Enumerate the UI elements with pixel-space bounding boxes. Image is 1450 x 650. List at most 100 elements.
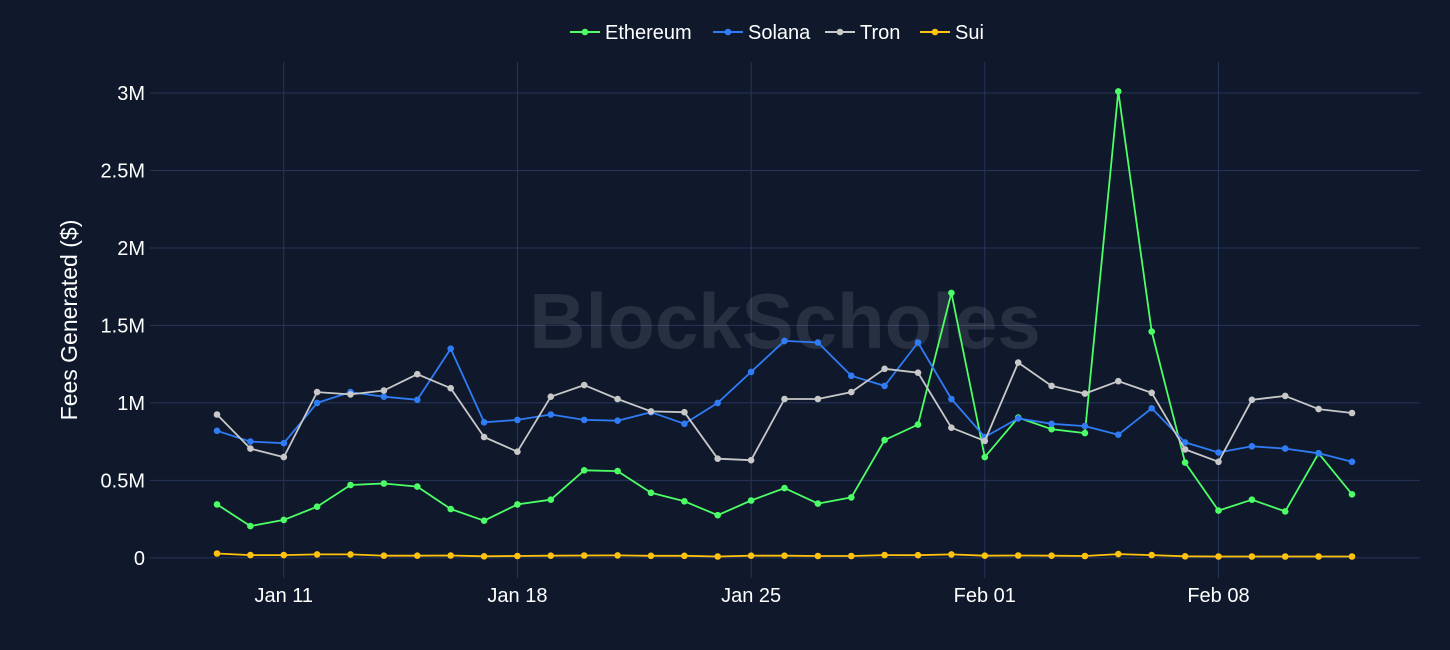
data-point-sui[interactable] (1215, 553, 1222, 560)
data-point-solana[interactable] (280, 439, 288, 447)
data-point-ethereum[interactable] (514, 501, 521, 508)
data-point-solana[interactable] (380, 393, 388, 401)
data-point-sui[interactable] (681, 552, 688, 560)
data-point-sui[interactable] (948, 551, 955, 558)
data-point-tron[interactable] (380, 387, 388, 394)
data-point-ethereum[interactable] (480, 517, 488, 524)
data-point-ethereum[interactable] (313, 503, 321, 511)
data-point-ethereum[interactable] (848, 494, 855, 501)
data-point-ethereum[interactable] (213, 501, 221, 508)
data-point-solana[interactable] (247, 438, 254, 445)
data-point-sui[interactable] (848, 552, 855, 560)
data-point-solana[interactable] (1081, 422, 1089, 430)
data-point-ethereum[interactable] (948, 289, 955, 297)
data-point-sui[interactable] (747, 552, 755, 559)
data-point-sui[interactable] (881, 551, 888, 559)
data-point-tron[interactable] (313, 388, 321, 396)
data-point-ethereum[interactable] (1115, 88, 1122, 95)
data-point-solana[interactable] (580, 416, 588, 424)
data-point-solana[interactable] (747, 368, 755, 376)
data-point-ethereum[interactable] (714, 511, 721, 519)
data-point-ethereum[interactable] (447, 505, 455, 513)
data-point-tron[interactable] (914, 369, 922, 377)
data-point-tron[interactable] (614, 395, 621, 403)
data-point-tron[interactable] (1181, 446, 1189, 453)
data-point-solana[interactable] (914, 339, 922, 346)
data-point-ethereum[interactable] (814, 500, 822, 507)
data-point-ethereum[interactable] (1181, 459, 1189, 466)
data-point-solana[interactable] (313, 399, 321, 407)
data-point-sui[interactable] (247, 551, 254, 559)
legend[interactable]: Ethereum Solana Tron Sui (570, 22, 984, 44)
data-point-tron[interactable] (1148, 389, 1155, 397)
data-point-tron[interactable] (981, 437, 989, 445)
data-point-sui[interactable] (1348, 553, 1356, 560)
data-point-tron[interactable] (480, 433, 488, 441)
data-point-sui[interactable] (514, 552, 521, 560)
data-point-ethereum[interactable] (280, 516, 288, 524)
data-point-solana[interactable] (480, 419, 488, 426)
data-point-sui[interactable] (447, 552, 455, 559)
data-point-solana[interactable] (681, 420, 688, 428)
data-point-ethereum[interactable] (247, 522, 254, 530)
data-point-tron[interactable] (1215, 458, 1222, 466)
data-point-solana[interactable] (1048, 420, 1055, 428)
data-point-tron[interactable] (647, 408, 655, 415)
data-point-ethereum[interactable] (614, 467, 621, 475)
data-point-ethereum[interactable] (647, 489, 655, 497)
data-point-sui[interactable] (1148, 551, 1155, 559)
data-point-sui[interactable] (280, 551, 288, 559)
data-point-tron[interactable] (1348, 409, 1356, 417)
data-point-sui[interactable] (1281, 553, 1289, 560)
data-point-solana[interactable] (948, 395, 955, 403)
data-point-ethereum[interactable] (747, 497, 755, 504)
data-point-tron[interactable] (948, 424, 955, 432)
data-point-solana[interactable] (1014, 415, 1022, 422)
data-point-ethereum[interactable] (380, 480, 388, 487)
data-point-solana[interactable] (881, 382, 888, 390)
data-point-solana[interactable] (1148, 405, 1155, 412)
data-point-sui[interactable] (1048, 552, 1055, 559)
legend-item-ethereum[interactable]: Ethereum (570, 22, 692, 44)
data-point-sui[interactable] (380, 552, 388, 559)
data-point-ethereum[interactable] (914, 421, 922, 428)
data-point-ethereum[interactable] (681, 498, 688, 505)
data-point-sui[interactable] (1014, 552, 1022, 559)
data-point-sui[interactable] (213, 550, 221, 557)
legend-item-tron[interactable]: Tron (825, 22, 900, 44)
data-point-ethereum[interactable] (347, 481, 354, 489)
data-point-sui[interactable] (1248, 553, 1256, 560)
data-point-solana[interactable] (414, 396, 421, 404)
data-point-tron[interactable] (1248, 396, 1256, 404)
data-point-tron[interactable] (1281, 392, 1289, 400)
data-point-tron[interactable] (547, 393, 555, 401)
data-point-sui[interactable] (714, 553, 721, 560)
data-point-solana[interactable] (814, 339, 822, 346)
data-point-tron[interactable] (1081, 390, 1089, 397)
data-point-ethereum[interactable] (981, 453, 989, 461)
data-point-ethereum[interactable] (1248, 496, 1256, 504)
data-point-tron[interactable] (1014, 359, 1022, 366)
data-point-tron[interactable] (714, 455, 721, 463)
data-point-sui[interactable] (981, 552, 989, 559)
data-point-sui[interactable] (914, 551, 922, 559)
data-point-tron[interactable] (681, 408, 688, 416)
data-point-solana[interactable] (1248, 443, 1256, 450)
data-point-solana[interactable] (447, 345, 455, 353)
data-point-ethereum[interactable] (881, 436, 888, 444)
data-point-solana[interactable] (1348, 458, 1356, 466)
data-point-tron[interactable] (580, 381, 588, 389)
data-point-solana[interactable] (547, 411, 555, 418)
data-point-solana[interactable] (614, 417, 621, 425)
data-point-ethereum[interactable] (1081, 429, 1089, 437)
data-point-sui[interactable] (1081, 552, 1089, 560)
data-point-ethereum[interactable] (1348, 491, 1356, 498)
data-point-sui[interactable] (647, 552, 655, 560)
data-point-tron[interactable] (1115, 377, 1122, 385)
data-point-tron[interactable] (781, 395, 788, 403)
data-point-ethereum[interactable] (1148, 328, 1155, 335)
data-point-sui[interactable] (547, 552, 555, 559)
data-point-ethereum[interactable] (781, 484, 788, 492)
data-point-sui[interactable] (347, 551, 354, 558)
data-point-solana[interactable] (213, 427, 221, 435)
